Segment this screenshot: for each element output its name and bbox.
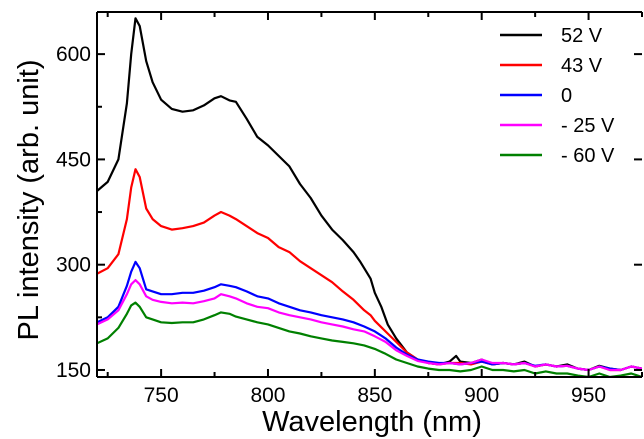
series-line-3 — [97, 279, 642, 372]
x-tick-label: 800 — [250, 384, 285, 407]
legend-label-3: - 25 V — [561, 115, 615, 137]
series-line-4 — [97, 301, 642, 377]
y-tick-label: 450 — [56, 148, 91, 171]
x-tick-label: 850 — [357, 384, 392, 407]
legend-label-0: 52 V — [561, 25, 603, 47]
legend-label-2: 0 — [561, 85, 572, 107]
series-line-1 — [97, 168, 642, 372]
legend-label-4: - 60 V — [561, 145, 615, 167]
series-layer — [97, 17, 642, 377]
axes-layer: 750 800 850 900 950 150 300 450 600 — [56, 11, 643, 407]
legend-label-1: 43 V — [561, 55, 603, 77]
y-axis-title: PL intensity (arb. unit) — [13, 60, 45, 341]
y-tick-label: 150 — [56, 359, 91, 382]
x-axis-title: Wavelength (nm) — [262, 406, 482, 438]
y-tick-label: 600 — [56, 43, 91, 66]
x-tick-label: 900 — [464, 384, 499, 407]
y-tick-label: 300 — [56, 254, 91, 277]
x-tick-label: 950 — [571, 384, 606, 407]
x-tick-label: 750 — [144, 384, 179, 407]
legend: 52 V 43 V 0 - 25 V - 60 V — [500, 25, 615, 167]
